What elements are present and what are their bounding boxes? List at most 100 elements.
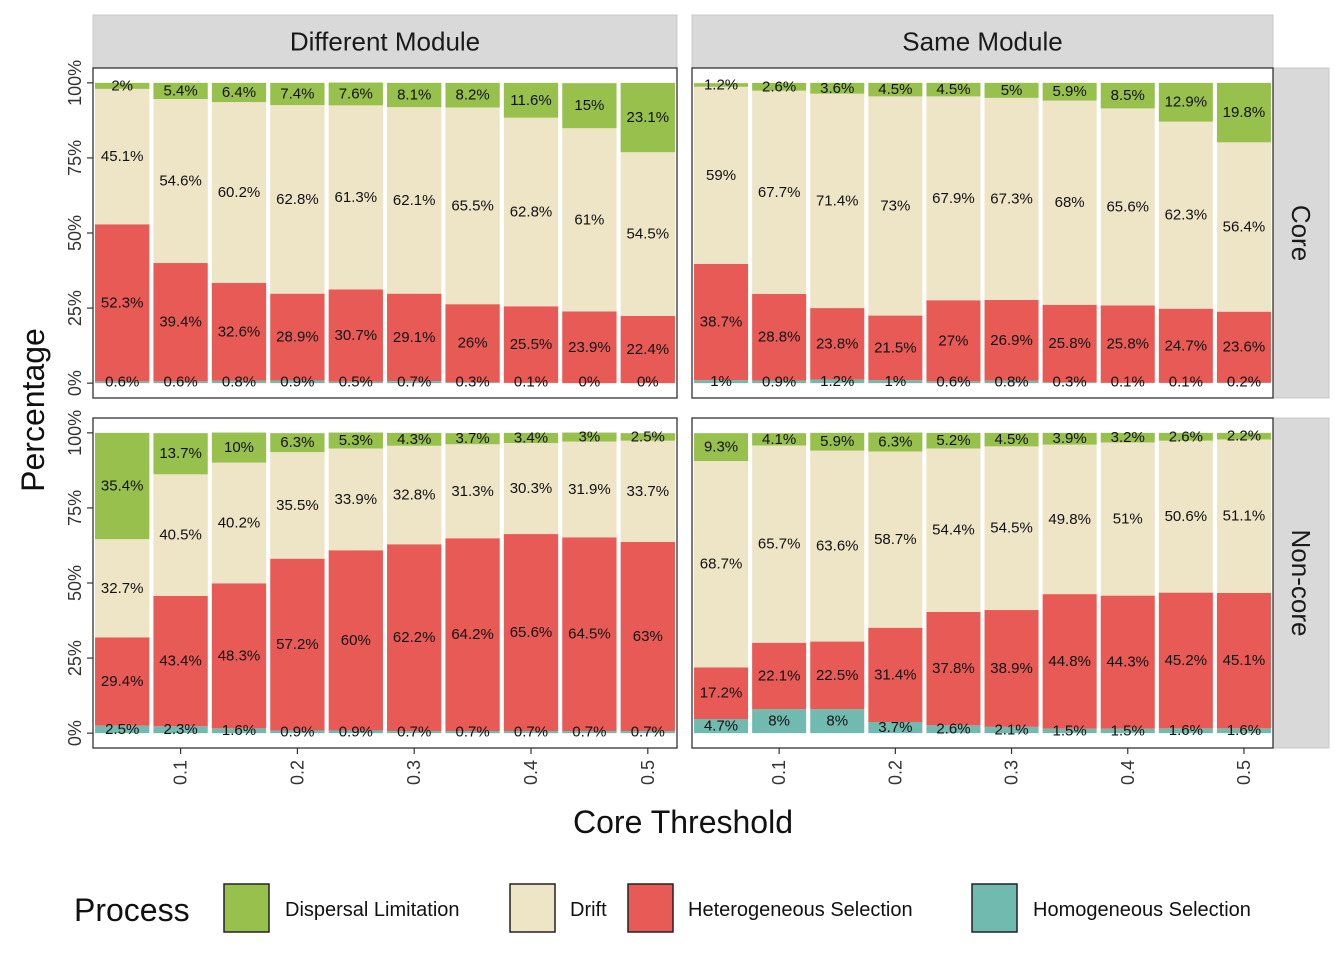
data-label-same-module-non-core-drift-3: 63.6% xyxy=(816,538,859,555)
x-tick-label-different-module-2: 0.2 xyxy=(287,760,307,785)
bar-same-module-non-core-dispersal-limitation-9 xyxy=(1158,432,1213,441)
data-label-different-module-core-drift-1: 45.1% xyxy=(101,148,144,165)
bar-same-module-core-drift-3 xyxy=(810,93,865,309)
bar-different-module-non-core-homogeneous-selection-8 xyxy=(503,731,559,734)
bar-different-module-core-drift-6 xyxy=(387,107,442,294)
bar-different-module-core-drift-4 xyxy=(270,105,325,294)
data-label-different-module-non-core-dispersal-limitation-5: 5.3% xyxy=(339,432,373,449)
bar-different-module-core-homogeneous-selection-1 xyxy=(95,381,150,384)
data-label-same-module-non-core-heterogeneous-selection-8: 44.3% xyxy=(1106,654,1149,671)
bar-same-module-core-homogeneous-selection-6 xyxy=(984,380,1039,384)
data-label-same-module-non-core-drift-4: 58.7% xyxy=(874,531,917,548)
bar-same-module-non-core-homogeneous-selection-5 xyxy=(926,725,981,734)
y-tick-label-non-core-1: 0% xyxy=(65,720,85,746)
x-tick-label-same-module-3: 0.3 xyxy=(1002,760,1022,785)
bar-same-module-core-dispersal-limitation-9 xyxy=(1158,82,1213,122)
data-label-different-module-non-core-heterogeneous-selection-2: 43.4% xyxy=(159,653,202,670)
data-label-different-module-non-core-dispersal-limitation-9: 3% xyxy=(579,429,601,446)
bar-same-module-non-core-drift-9 xyxy=(1158,440,1213,593)
bar-different-module-core-drift-3 xyxy=(211,102,267,283)
bar-same-module-core-heterogeneous-selection-10 xyxy=(1216,311,1271,383)
legend-label-drift: Drift xyxy=(570,899,607,921)
data-label-same-module-non-core-homogeneous-selection-10: 1.6% xyxy=(1227,722,1261,739)
data-label-same-module-non-core-heterogeneous-selection-6: 38.9% xyxy=(990,660,1033,677)
x-tick-label-different-module-1: 0.1 xyxy=(171,760,191,785)
bar-same-module-non-core-drift-4 xyxy=(868,451,923,628)
bar-same-module-core-homogeneous-selection-10 xyxy=(1216,382,1271,384)
data-label-same-module-core-dispersal-limitation-8: 8.5% xyxy=(1111,87,1145,104)
bar-different-module-non-core-drift-2 xyxy=(153,474,208,596)
x-tick-label-different-module-4: 0.4 xyxy=(521,760,541,785)
bar-different-module-core-dispersal-limitation-4 xyxy=(270,82,325,106)
legend-label-homogeneous-selection: Homogeneous Selection xyxy=(1033,899,1251,921)
bar-same-module-non-core-heterogeneous-selection-6 xyxy=(984,610,1039,727)
data-label-same-module-non-core-heterogeneous-selection-5: 37.8% xyxy=(932,660,975,677)
bar-different-module-non-core-homogeneous-selection-2 xyxy=(153,726,208,734)
bar-different-module-non-core-heterogeneous-selection-7 xyxy=(445,538,500,732)
data-label-different-module-non-core-homogeneous-selection-8: 0.7% xyxy=(514,724,548,741)
panel-border-same-module-core xyxy=(691,67,1274,399)
data-label-same-module-core-dispersal-limitation-2: 2.6% xyxy=(762,78,796,95)
bar-different-module-non-core-drift-1 xyxy=(95,539,150,638)
bar-different-module-non-core-heterogeneous-selection-5 xyxy=(328,550,383,731)
bar-different-module-core-homogeneous-selection-4 xyxy=(270,380,325,384)
bar-same-module-core-heterogeneous-selection-7 xyxy=(1042,304,1097,383)
data-label-same-module-core-heterogeneous-selection-7: 25.8% xyxy=(1048,335,1091,352)
data-label-different-module-core-homogeneous-selection-3: 0.8% xyxy=(222,373,256,390)
bar-different-module-core-dispersal-limitation-7 xyxy=(445,82,500,108)
bar-different-module-core-heterogeneous-selection-1 xyxy=(95,224,150,382)
bar-same-module-non-core-heterogeneous-selection-3 xyxy=(810,641,865,710)
data-label-same-module-non-core-dispersal-limitation-3: 5.9% xyxy=(820,433,854,450)
bar-same-module-core-dispersal-limitation-6 xyxy=(984,82,1039,98)
data-label-different-module-non-core-heterogeneous-selection-3: 48.3% xyxy=(218,647,261,664)
data-label-different-module-non-core-drift-7: 31.3% xyxy=(451,483,494,500)
data-label-different-module-non-core-drift-3: 40.2% xyxy=(218,514,261,531)
data-label-different-module-non-core-dispersal-limitation-2: 13.7% xyxy=(159,445,202,462)
data-label-different-module-non-core-homogeneous-selection-5: 0.9% xyxy=(339,723,373,740)
bar-different-module-core-dispersal-limitation-8 xyxy=(503,82,559,118)
facet-strip-label-same-module: Same Module xyxy=(902,27,1062,57)
data-label-different-module-core-homogeneous-selection-8: 0.1% xyxy=(514,374,548,391)
bar-same-module-core-heterogeneous-selection-3 xyxy=(810,308,865,380)
bar-different-module-core-heterogeneous-selection-2 xyxy=(153,263,208,382)
bar-same-module-non-core-dispersal-limitation-7 xyxy=(1042,432,1097,445)
data-label-different-module-non-core-drift-6: 32.8% xyxy=(393,487,436,504)
data-label-same-module-non-core-drift-10: 51.1% xyxy=(1223,508,1266,525)
data-label-different-module-core-heterogeneous-selection-4: 28.9% xyxy=(276,329,319,346)
data-label-different-module-non-core-dispersal-limitation-6: 4.3% xyxy=(397,431,431,448)
data-label-same-module-non-core-homogeneous-selection-5: 2.6% xyxy=(936,721,970,738)
data-label-same-module-core-heterogeneous-selection-8: 25.8% xyxy=(1106,336,1149,353)
data-label-same-module-core-homogeneous-selection-2: 0.9% xyxy=(762,373,796,390)
bar-different-module-non-core-drift-7 xyxy=(445,444,500,539)
data-label-different-module-core-drift-4: 62.8% xyxy=(276,191,319,208)
bar-different-module-core-dispersal-limitation-2 xyxy=(153,82,208,100)
bar-same-module-non-core-homogeneous-selection-4 xyxy=(868,722,923,734)
bar-same-module-non-core-drift-5 xyxy=(926,448,981,612)
bar-different-module-core-drift-2 xyxy=(153,99,208,264)
data-label-same-module-core-dispersal-limitation-1: 1.2% xyxy=(704,76,738,93)
data-label-different-module-non-core-homogeneous-selection-9: 0.7% xyxy=(572,724,606,741)
data-label-different-module-non-core-homogeneous-selection-1: 2.5% xyxy=(105,721,139,738)
data-label-same-module-core-heterogeneous-selection-9: 24.7% xyxy=(1165,337,1208,354)
bar-different-module-non-core-homogeneous-selection-5 xyxy=(328,730,383,734)
data-label-same-module-non-core-heterogeneous-selection-10: 45.1% xyxy=(1223,652,1266,669)
legend-label-dispersal-limitation: Dispersal Limitation xyxy=(285,899,460,921)
x-tick-label-same-module-1: 0.1 xyxy=(769,760,789,785)
data-label-same-module-core-heterogeneous-selection-3: 23.8% xyxy=(816,335,859,352)
bar-same-module-non-core-homogeneous-selection-6 xyxy=(984,726,1039,734)
data-label-same-module-core-drift-5: 67.9% xyxy=(932,190,975,207)
data-label-same-module-non-core-drift-7: 49.8% xyxy=(1048,511,1091,528)
data-label-different-module-core-heterogeneous-selection-1: 52.3% xyxy=(101,294,144,311)
data-label-same-module-core-homogeneous-selection-8: 0.1% xyxy=(1111,374,1145,391)
data-label-different-module-non-core-homogeneous-selection-3: 1.6% xyxy=(222,722,256,739)
bar-different-module-non-core-dispersal-limitation-10 xyxy=(620,433,675,441)
bar-same-module-core-drift-10 xyxy=(1216,142,1271,312)
y-tick-label-core-5: 100% xyxy=(65,60,85,106)
bar-same-module-non-core-heterogeneous-selection-9 xyxy=(1158,592,1213,729)
bar-different-module-non-core-homogeneous-selection-7 xyxy=(445,731,500,734)
data-label-different-module-non-core-drift-5: 33.9% xyxy=(335,491,378,508)
bar-same-module-non-core-heterogeneous-selection-2 xyxy=(752,642,807,710)
data-label-different-module-core-homogeneous-selection-10: 0% xyxy=(637,374,659,391)
bar-same-module-non-core-dispersal-limitation-10 xyxy=(1216,432,1271,440)
data-label-different-module-non-core-homogeneous-selection-4: 0.9% xyxy=(280,723,314,740)
